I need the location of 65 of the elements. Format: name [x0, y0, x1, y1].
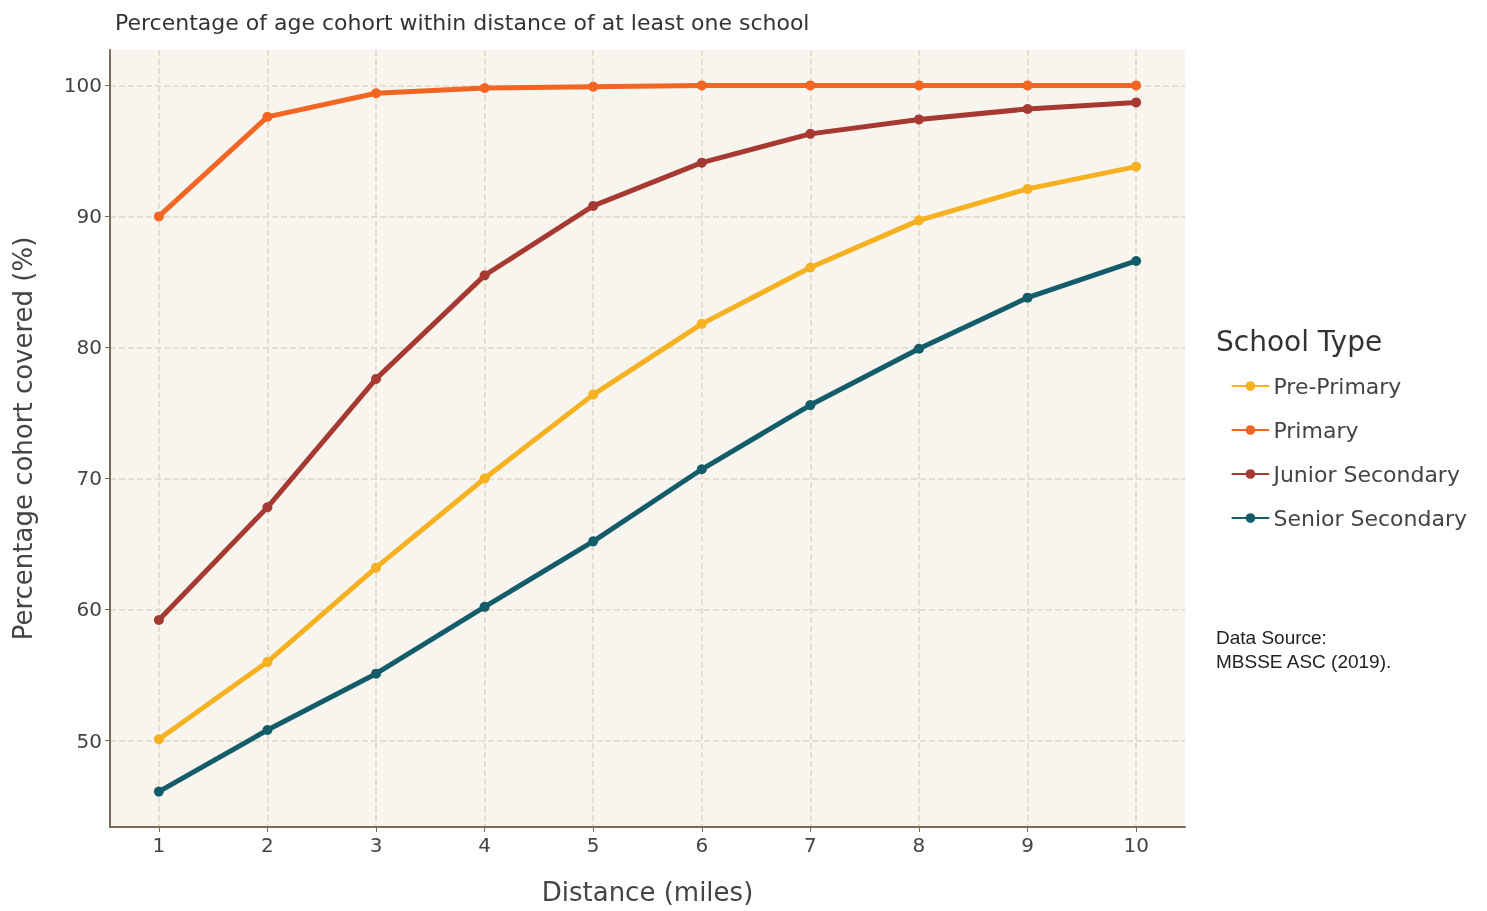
point	[805, 128, 816, 139]
point	[153, 786, 164, 797]
point	[588, 81, 599, 92]
point	[913, 114, 924, 125]
point	[696, 80, 707, 91]
point	[696, 464, 707, 475]
point	[262, 502, 273, 513]
point	[371, 88, 382, 99]
source-note: Data Source: MBSSE ASC (2019).	[1216, 626, 1392, 672]
y-tick-label: 70	[76, 466, 102, 491]
point	[262, 111, 273, 122]
point	[153, 614, 164, 625]
legend-label: Primary	[1273, 417, 1359, 443]
point	[371, 562, 382, 573]
x-axis-title: Distance (miles)	[541, 877, 754, 907]
point	[696, 157, 707, 168]
point	[1131, 80, 1142, 91]
point	[479, 83, 490, 93]
point	[371, 373, 382, 384]
point	[805, 80, 816, 91]
x-tick-label: 8	[912, 833, 926, 857]
y-tick-label: 60	[76, 597, 102, 622]
point	[913, 343, 924, 354]
x-tick-label: 7	[804, 833, 817, 857]
x-tick-label: 4	[478, 833, 491, 857]
legend-label: Pre-Primary	[1273, 373, 1402, 399]
x-tick-label: 5	[586, 833, 600, 857]
point	[1022, 292, 1033, 303]
legend-label: Senior Secondary	[1273, 505, 1468, 531]
y-tick-label: 100	[63, 73, 102, 98]
point	[1131, 161, 1142, 172]
point	[153, 734, 164, 745]
x-tick-label: 2	[261, 833, 274, 857]
point	[805, 400, 816, 411]
point	[913, 80, 924, 91]
point	[262, 656, 273, 667]
point	[805, 262, 816, 273]
point	[1022, 103, 1033, 114]
point	[153, 211, 164, 222]
point	[588, 536, 599, 547]
legend-title: School Type	[1216, 324, 1383, 358]
x-tick-label: 1	[152, 833, 166, 857]
x-tick-label: 3	[369, 833, 383, 857]
y-tick-label: 90	[76, 204, 102, 229]
x-tick-label: 6	[695, 833, 709, 857]
point	[588, 200, 599, 211]
point	[479, 473, 490, 484]
point	[696, 318, 707, 329]
y-tick-label: 80	[76, 335, 102, 360]
point	[588, 389, 599, 400]
point	[1131, 97, 1142, 108]
x-tick-label: 10	[1123, 833, 1149, 857]
point	[479, 601, 490, 612]
chart-title: Percentage of age cohort within distance of at least one school	[115, 9, 810, 35]
legend-label: Junior Secondary	[1271, 461, 1460, 487]
point	[1022, 80, 1033, 91]
x-tick-label: 9	[1021, 833, 1034, 857]
point	[371, 668, 382, 679]
y-axis-title: Percentage cohort covered (%)	[8, 236, 38, 641]
point	[262, 725, 273, 736]
y-tick-label: 50	[76, 728, 102, 753]
point	[1022, 183, 1033, 194]
point	[479, 270, 490, 281]
point	[913, 215, 924, 226]
point	[1131, 255, 1142, 266]
